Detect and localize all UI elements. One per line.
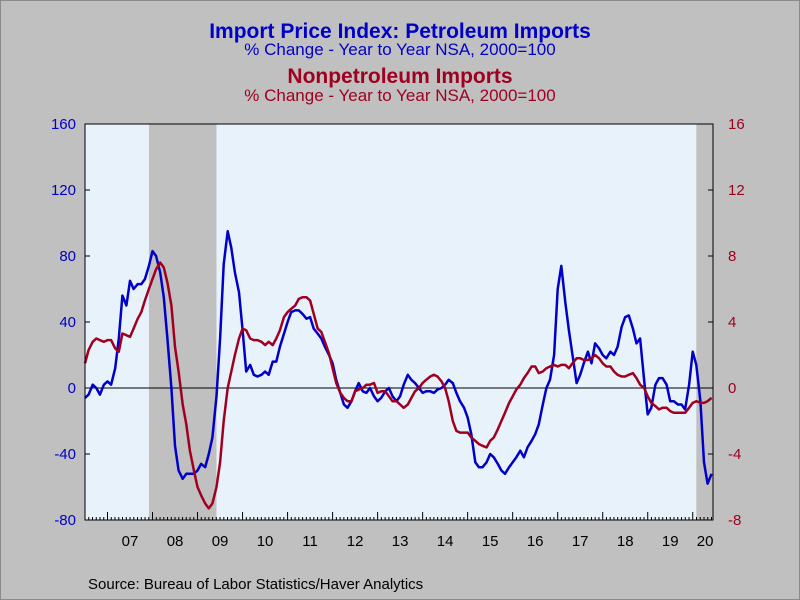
left-tick-label: 80 xyxy=(59,248,76,265)
right-tick-label: 4 xyxy=(728,314,736,331)
x-tick-label: 12 xyxy=(347,533,364,550)
right-title: Nonpetroleum Imports xyxy=(287,65,513,88)
x-tick-label: 19 xyxy=(662,533,679,550)
right-tick-label: 0 xyxy=(728,380,736,397)
x-tick-label: 07 xyxy=(122,533,139,550)
recession-band-0 xyxy=(148,124,217,520)
petroleum-line xyxy=(84,230,713,485)
x-tick-label: 13 xyxy=(392,533,409,550)
x-tick-label: 18 xyxy=(617,533,634,550)
right-tick-label: -4 xyxy=(728,446,741,463)
left-tick-label: 0 xyxy=(68,380,76,397)
left-tick-label: 120 xyxy=(51,182,76,199)
right-tick-label: 16 xyxy=(728,116,745,133)
right-subtitle: % Change - Year to Year NSA, 2000=100 xyxy=(244,86,556,105)
source-note: Source: Bureau of Labor Statistics/Haver… xyxy=(88,576,424,593)
x-tick-label: 15 xyxy=(482,533,499,550)
x-tick-label: 16 xyxy=(527,533,544,550)
left-tick-label: -40 xyxy=(54,446,76,463)
right-tick-label: 12 xyxy=(728,182,745,199)
left-title: Import Price Index: Petroleum Imports xyxy=(209,20,591,43)
left-tick-label: 40 xyxy=(59,314,76,331)
x-tick-label: 08 xyxy=(167,533,184,550)
x-tick-label: 17 xyxy=(572,533,589,550)
left-tick-label: -80 xyxy=(54,512,76,529)
left-tick-label: 160 xyxy=(51,116,76,133)
x-tick-label: 09 xyxy=(212,533,229,550)
nonpetroleum-line xyxy=(83,261,713,510)
right-tick-label: 8 xyxy=(728,248,736,265)
x-tick-label: 11 xyxy=(302,533,318,550)
x-tick-label: 10 xyxy=(257,533,274,550)
x-tick-label: 14 xyxy=(437,533,454,550)
left-subtitle: % Change - Year to Year NSA, 2000=100 xyxy=(244,40,556,59)
right-tick-label: -8 xyxy=(728,512,741,529)
x-tick-label: 20 xyxy=(697,533,714,550)
